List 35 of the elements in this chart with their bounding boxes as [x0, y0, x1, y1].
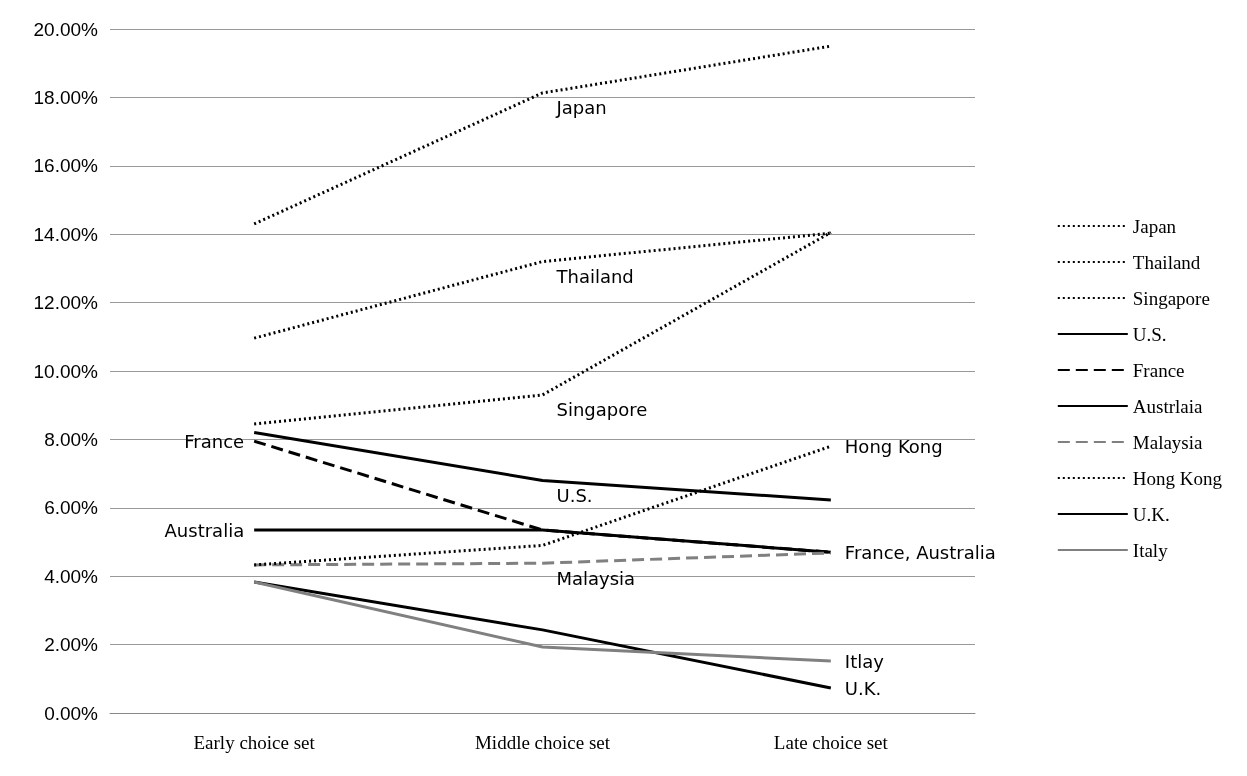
annotation: Itlay	[844, 650, 885, 672]
y-tick-label: 14.00%	[33, 223, 99, 245]
y-tick-label: 4.00%	[44, 565, 99, 587]
y-tick-label: 12.00%	[33, 292, 99, 314]
annotation: Singapore	[556, 399, 648, 421]
legend-label: France	[1132, 359, 1185, 381]
legend-label: Japan	[1132, 215, 1177, 237]
x-tick-label: Late choice set	[773, 732, 889, 753]
x-tick-label: Early choice set	[193, 732, 316, 753]
legend-label: Hong Kong	[1132, 467, 1223, 489]
y-tick-label: 6.00%	[44, 497, 99, 519]
y-tick-label: 20.00%	[33, 18, 99, 40]
y-tick-label: 8.00%	[44, 428, 99, 450]
annotation: France	[184, 430, 245, 452]
legend-label: Malaysia	[1132, 431, 1204, 453]
x-tick-label: Middle choice set	[474, 732, 611, 753]
legend-label: U.S.	[1132, 323, 1167, 345]
legend-label: Thailand	[1132, 251, 1201, 273]
annotation: Japan	[555, 97, 607, 119]
y-tick-label: 16.00%	[33, 155, 99, 177]
annotation: Malaysia	[556, 567, 636, 589]
annotation: U.K.	[844, 677, 882, 699]
annotation: Hong Kong	[844, 435, 943, 457]
y-tick-label: 0.00%	[44, 702, 99, 724]
annotation: Australia	[164, 519, 245, 541]
legend-label: U.K.	[1132, 503, 1170, 525]
annotation: France, Australia	[844, 541, 996, 563]
legend-label: Austrlaia	[1132, 395, 1204, 417]
y-tick-label: 18.00%	[33, 86, 99, 108]
y-tick-label: 10.00%	[33, 360, 99, 382]
legend-label: Singapore	[1132, 287, 1210, 309]
legend-label: Italy	[1132, 539, 1169, 561]
annotation: U.S.	[556, 484, 593, 506]
y-tick-label: 2.00%	[44, 634, 99, 656]
annotation: Thailand	[555, 266, 634, 288]
